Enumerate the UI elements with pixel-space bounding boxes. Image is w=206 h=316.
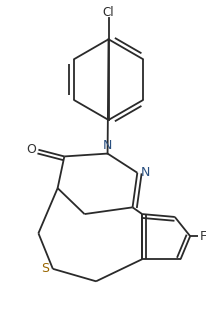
Text: F: F	[200, 230, 206, 243]
Text: O: O	[26, 143, 36, 156]
Text: N: N	[140, 166, 150, 179]
Text: S: S	[41, 262, 49, 275]
Text: Cl: Cl	[103, 6, 114, 19]
Text: N: N	[103, 139, 112, 152]
